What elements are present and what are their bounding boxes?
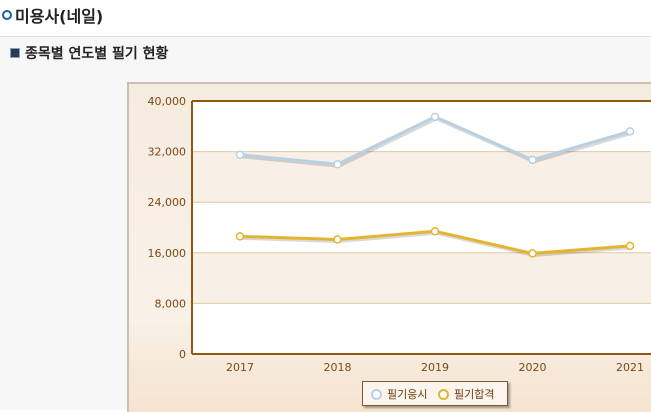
chart-panel: 0 8,000 16,000 24,000 32,000 40,000 2017 2018 20…: [127, 82, 651, 412]
section-title: 종목별 연도별 필기 현황: [25, 46, 169, 62]
y-tick-label: 24,000: [148, 196, 187, 209]
x-tick-label: 2019: [421, 361, 449, 374]
data-point: [333, 235, 342, 244]
page-title: 미용사(네일): [15, 7, 104, 26]
plot-band: [192, 151, 651, 203]
data-point: [235, 150, 245, 160]
line-chart: 0 8,000 16,000 24,000 32,000 40,000 2017 2018 20…: [148, 95, 651, 374]
plot-background: [192, 101, 651, 354]
y-tick-label: 8,000: [155, 297, 187, 310]
data-point: [625, 127, 635, 136]
legend-item-applicants: 필기응시: [371, 386, 427, 402]
legend-label-passed: 필기합격: [454, 388, 495, 401]
section-square-icon: [10, 48, 20, 58]
x-tick-label: 2018: [324, 361, 352, 374]
plot-band: [192, 252, 651, 304]
x-tick-label: 2021: [616, 361, 644, 374]
title-bullet-icon: [2, 10, 12, 20]
x-tick-label: 2020: [519, 361, 547, 374]
y-tick-label: 16,000: [148, 247, 187, 260]
y-tick-label: 32,000: [148, 146, 187, 159]
y-tick-label: 0: [179, 348, 186, 361]
y-tick-label: 40,000: [148, 95, 187, 108]
chart-legend: 필기응시 필기합격: [362, 381, 508, 406]
data-point: [625, 241, 635, 251]
legend-marker-icon: [438, 388, 449, 400]
data-point: [528, 155, 537, 165]
data-point: [235, 232, 245, 241]
legend-item-passed: 필기합격: [438, 386, 494, 402]
data-point: [528, 249, 537, 258]
page-header: 미용사(네일): [0, 0, 651, 37]
legend-marker-icon: [371, 388, 382, 400]
data-point: [430, 112, 440, 122]
data-point: [333, 160, 342, 169]
data-point: [430, 227, 440, 236]
legend-label-applicants: 필기응시: [387, 388, 428, 401]
x-tick-label: 2017: [226, 361, 254, 374]
